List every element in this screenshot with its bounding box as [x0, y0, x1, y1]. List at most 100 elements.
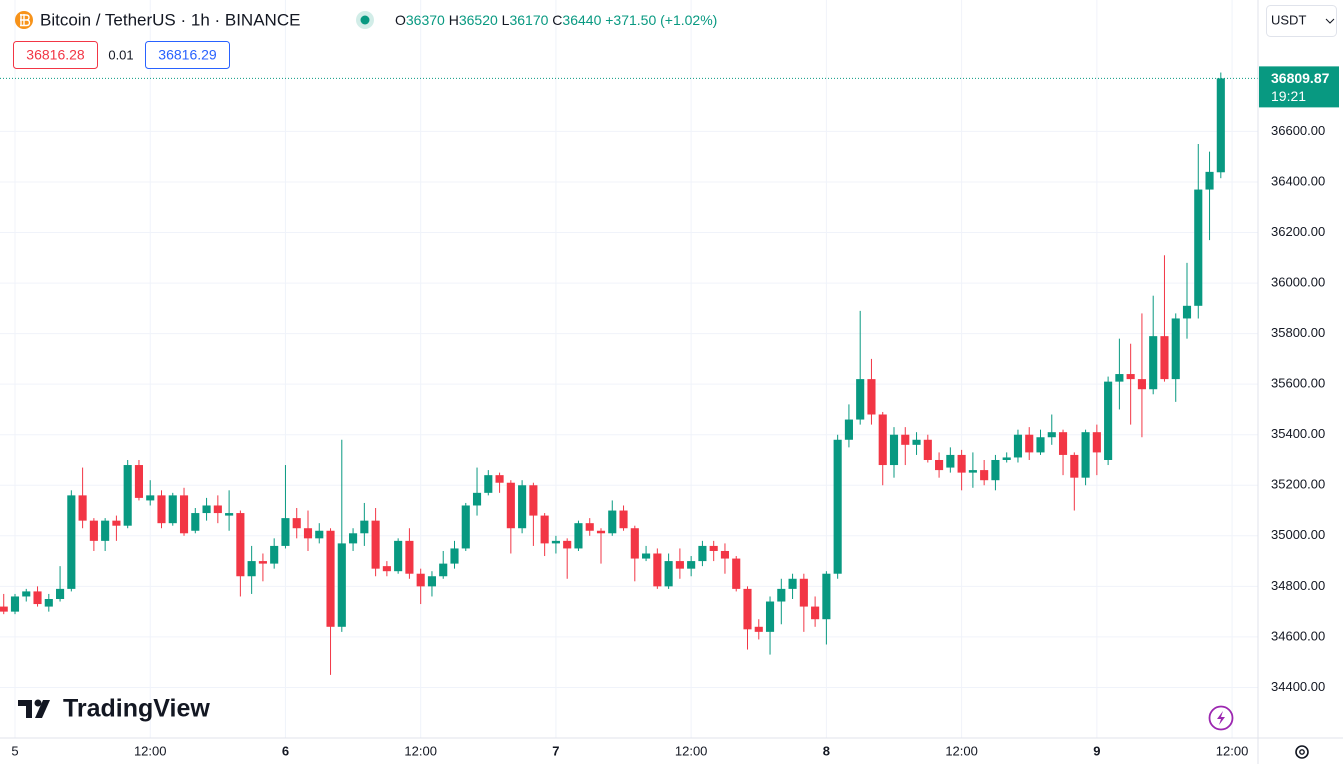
candle-body	[957, 454, 966, 473]
x-tick-label: 12:00	[675, 743, 708, 758]
candle-body	[765, 601, 775, 632]
sell-box[interactable]	[13, 41, 98, 69]
x-tick-label: 12:00	[945, 743, 978, 758]
candle-body	[270, 545, 279, 564]
ask: 36816.29	[158, 47, 217, 63]
candle-body	[303, 528, 313, 539]
candle-body	[788, 578, 797, 589]
currency: USDT	[1271, 12, 1306, 27]
candle-body	[123, 465, 132, 526]
candle-body	[10, 596, 20, 612]
candle-body	[1002, 457, 1011, 460]
candle-body	[191, 513, 200, 531]
y-tick-label: 35600.00	[1271, 376, 1325, 391]
candle-body	[1216, 78, 1225, 173]
candle-body	[946, 454, 955, 468]
y-tick-label: 35200.00	[1271, 477, 1325, 492]
candle-body	[1092, 432, 1101, 453]
candle-body	[878, 414, 887, 466]
grid	[0, 0, 1258, 738]
candle-body	[563, 540, 572, 549]
currency-button[interactable]	[1266, 5, 1337, 37]
axes: 34400.00 34600.00 34800.00 35000.00 35200.00…	[11, 66, 1339, 758]
candle-body	[101, 520, 110, 541]
last-price-box	[1259, 66, 1339, 108]
logo-mark	[18, 700, 32, 718]
candle-body	[777, 588, 786, 602]
candle-body	[923, 439, 932, 460]
y-tick-label: 35000.00	[1271, 527, 1325, 542]
x-tick-label: 12:00	[404, 743, 437, 758]
candle-body	[416, 573, 425, 587]
candle-body	[33, 591, 42, 605]
candle-body	[642, 553, 651, 559]
candle-body	[1160, 336, 1169, 380]
candle-body	[315, 530, 324, 539]
candle-body	[472, 492, 482, 506]
candle-body	[980, 470, 989, 481]
candle-body	[360, 520, 369, 534]
candle-body	[484, 475, 493, 493]
candle-body	[371, 520, 380, 569]
x-tick-label: 12:00	[1216, 743, 1249, 758]
candle-body	[743, 588, 752, 630]
candle-body	[1137, 379, 1146, 390]
candle-body	[1126, 374, 1135, 380]
candle-body	[67, 495, 76, 589]
candle-body	[78, 495, 87, 521]
settings-icon[interactable]	[1295, 745, 1309, 759]
y-tick-label: 34800.00	[1271, 578, 1325, 593]
candle-body	[912, 439, 921, 445]
candle-body	[394, 540, 403, 572]
candle-body	[574, 523, 583, 549]
candle-body	[664, 561, 673, 587]
ohlc: O36370 H36520 L36170 C36440 +371.50 (+1.…	[395, 12, 717, 28]
candle-body	[799, 578, 808, 607]
candle-body	[608, 510, 617, 534]
candle-body	[179, 495, 189, 534]
ohlc-value: 36170	[509, 12, 548, 28]
candle-body	[225, 513, 234, 516]
symbol[interactable]: Bitcoin / TetherUS · 1h · BINANCE	[40, 10, 300, 29]
candle-body	[833, 439, 842, 574]
chevron	[1325, 18, 1335, 24]
candle-body	[687, 561, 696, 569]
candle-body	[867, 379, 876, 415]
candle-body	[1194, 189, 1203, 306]
candle-body	[495, 475, 504, 483]
alert-icon[interactable]	[1208, 705, 1234, 731]
x-tick-label: 9	[1093, 743, 1100, 758]
x-tick-label: 8	[823, 743, 830, 758]
candle-body	[1171, 318, 1180, 380]
change: +371.50 (+1.02%)	[605, 12, 717, 28]
candle-body	[1182, 305, 1192, 319]
buy-box[interactable]	[145, 41, 230, 69]
candle-body	[844, 419, 853, 440]
status-dot	[360, 15, 370, 25]
candle-body	[754, 626, 763, 632]
candle-body	[698, 545, 707, 562]
candle-body	[901, 434, 910, 445]
candle-body	[585, 523, 594, 531]
candle-body	[811, 606, 820, 620]
candle-body	[405, 540, 414, 574]
candle-body	[1047, 432, 1056, 438]
candles	[0, 72, 1258, 675]
y-tick-label: 36600.00	[1271, 123, 1325, 138]
spread: 0.01	[108, 47, 133, 62]
candle-body	[1070, 454, 1079, 478]
candle-body	[935, 459, 944, 471]
ohlc-value: 36520	[459, 12, 498, 28]
logo-mark	[34, 699, 42, 707]
brand-logo: TradingView	[18, 695, 210, 723]
ohlc-label: C	[552, 12, 562, 28]
candle-body	[202, 505, 211, 514]
y-tick-label: 35800.00	[1271, 325, 1325, 340]
candle-body	[732, 558, 741, 589]
candle-body	[1081, 432, 1090, 478]
candle-body	[675, 561, 684, 569]
candle-body	[1036, 437, 1045, 453]
candle-body	[1149, 336, 1158, 390]
candle-body	[349, 533, 358, 544]
